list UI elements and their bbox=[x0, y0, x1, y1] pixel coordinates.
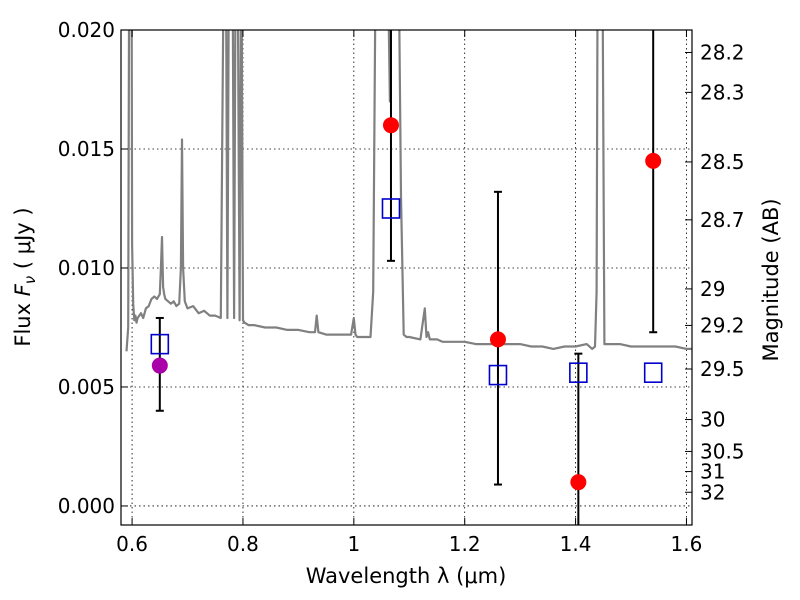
x-tick-label: 1 bbox=[347, 532, 360, 556]
mag-tick-label: 29.2 bbox=[700, 313, 745, 337]
y-axis-label: Flux Fν ( μJy ) bbox=[11, 207, 39, 346]
observed-point bbox=[489, 331, 506, 348]
observed-point bbox=[382, 117, 399, 134]
y-axis-label-prefix: Flux bbox=[11, 296, 35, 346]
mag-tick-label: 31 bbox=[700, 460, 725, 484]
x-tick-label: 1.4 bbox=[560, 532, 592, 556]
y-tick-label: 0.015 bbox=[58, 137, 115, 161]
y-axis-label-symbol: F bbox=[11, 283, 35, 296]
mag-tick-label: 28.2 bbox=[700, 40, 745, 64]
observed-point bbox=[570, 474, 587, 491]
model-spectrum-layer bbox=[125, 30, 692, 352]
mag-tick-label: 32 bbox=[700, 480, 725, 504]
model-band-layer bbox=[150, 198, 663, 386]
model-band-square bbox=[381, 198, 401, 219]
model-band-square bbox=[643, 362, 663, 383]
model-band-square bbox=[150, 333, 170, 355]
y-tick-label: 0.020 bbox=[58, 18, 115, 42]
y-tick-label: 0.010 bbox=[58, 256, 115, 280]
mag-tick-label: 28.3 bbox=[700, 80, 745, 104]
mag-tick-label: 29.5 bbox=[700, 357, 745, 381]
y2-axis-label: Magnitude (AB) bbox=[759, 198, 783, 361]
mag-tick-label: 30.5 bbox=[700, 439, 745, 463]
x-tick-label: 0.6 bbox=[116, 532, 148, 556]
mag-tick-label: 28.7 bbox=[700, 208, 745, 232]
y-tick-label: 0.000 bbox=[58, 494, 115, 518]
mag-tick-label: 28.5 bbox=[700, 150, 745, 174]
grid bbox=[121, 29, 692, 525]
observed-point-layer bbox=[151, 117, 662, 491]
mag-tick-label: 29 bbox=[700, 277, 725, 301]
observed-point bbox=[151, 357, 168, 374]
x-tick-label: 0.8 bbox=[227, 532, 259, 556]
x-tick-label: 1.2 bbox=[449, 532, 481, 556]
tick-layer: 0.6 0.8 1 1.2 1.4 1.6 0.000 0.005 0.010 0.015 0.02… bbox=[58, 18, 745, 556]
errorbar-layer bbox=[155, 30, 658, 525]
y-axis-label-suffix: ( μJy ) bbox=[11, 207, 35, 275]
y-axis-label-subscript: ν bbox=[21, 276, 39, 284]
mag-tick-label: 30 bbox=[700, 408, 725, 432]
y-tick-label: 0.005 bbox=[58, 375, 115, 399]
plot-frame bbox=[120, 29, 693, 526]
x-tick-label: 1.6 bbox=[671, 532, 703, 556]
observed-point bbox=[645, 152, 662, 169]
x-axis-label: Wavelength λ (μm) bbox=[306, 564, 507, 588]
model-band-square bbox=[569, 362, 588, 383]
model-spectrum-line bbox=[125, 30, 692, 352]
model-band-square bbox=[488, 364, 508, 386]
